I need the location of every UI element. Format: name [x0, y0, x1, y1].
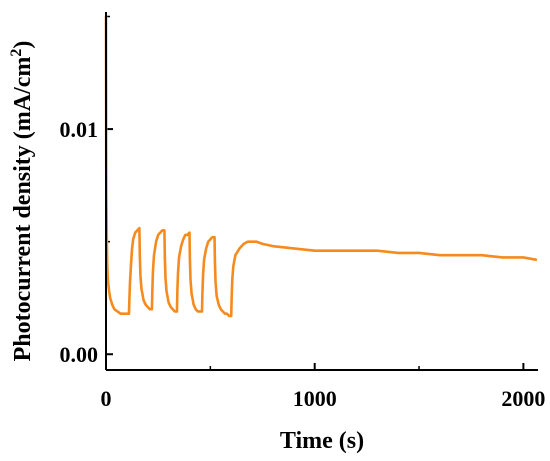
x-ticks	[105, 363, 525, 370]
x-axis-title: Time (s)	[280, 428, 364, 454]
x-tick-labels: 0 1000 2000	[101, 386, 546, 411]
y-tick-labels: 0.00 0.01	[60, 117, 99, 367]
y-axis-title-superscript: 2	[8, 49, 25, 57]
data-line	[104, 15, 538, 318]
y-tick-label-1: 0.01	[60, 117, 99, 142]
x-tick-label-2: 2000	[501, 386, 545, 411]
x-tick-label-0: 0	[101, 386, 112, 411]
y-axis-title-main: Photocurrent density (mA/cm	[10, 57, 36, 362]
y-axis-title-close: )	[10, 41, 36, 49]
y-tick-label-0: 0.00	[60, 342, 99, 367]
x-tick-label-1: 1000	[293, 386, 337, 411]
y-axis-title: Photocurrent density (mA/cm2)	[8, 41, 36, 362]
